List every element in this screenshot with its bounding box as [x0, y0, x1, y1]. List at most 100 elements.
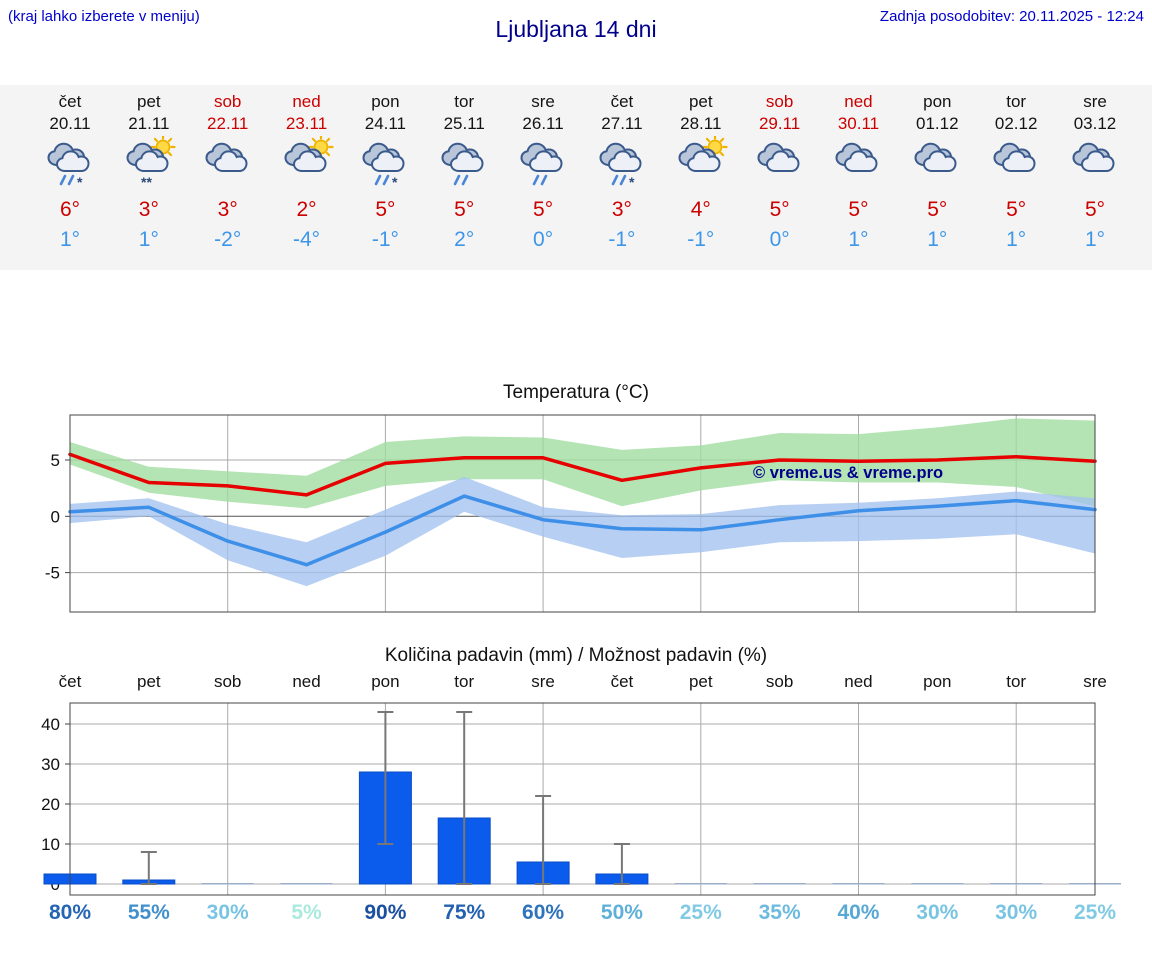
precipitation-chart-title: Količina padavin (mm) / Možnost padavin … [384, 645, 768, 666]
temperature-chart-svg: 5 0 -5 © vreme.us & vreme.pro [45, 414, 1097, 613]
precip-y-tick-label: 30 [41, 755, 60, 774]
day-low-temp: 1° [927, 228, 948, 251]
day-low-temp: -1° [687, 228, 715, 251]
day-low-temp: 1° [848, 228, 869, 251]
day-date: 01.12 [916, 114, 959, 133]
day-date: 28.11 [680, 114, 722, 133]
precip-bar-zero [674, 883, 727, 885]
precip-bar-zero [990, 883, 1043, 885]
svg-text:*: * [629, 174, 635, 188]
forecast-strip: čet 20.11 * 6° 1° pet 21.11 ** 3° 1° sob 22.11 3°… [0, 85, 1152, 270]
forecast-day-column: ned 30.11 5° 1° [818, 85, 898, 270]
precip-whisker [456, 711, 473, 885]
cloudy-icon [907, 136, 967, 188]
day-name: pon [371, 92, 400, 111]
svg-text:*: * [392, 174, 398, 188]
cloud-front [923, 150, 957, 172]
precip-probability-label: 90% [364, 901, 407, 924]
precip-day-label: čet [58, 672, 82, 691]
precip-probability-label: 50% [600, 901, 643, 924]
day-name: sob [213, 92, 242, 111]
cloud-rain-icon [513, 136, 573, 188]
day-high-temp: 4° [690, 198, 711, 221]
cloudy-icon [1065, 136, 1125, 188]
precipitation-day-labels: čet pet sob ned pon tor sre čet pet sob ned pon tor s… [0, 672, 1152, 694]
day-high-temp: 3° [217, 198, 238, 221]
day-date: 03.12 [1073, 114, 1117, 133]
precip-probability-label: 5% [291, 901, 322, 924]
day-name: ned [292, 92, 321, 111]
temp-y-tick-label: -5 [45, 564, 60, 583]
precip-y-tick-label: 20 [41, 795, 60, 814]
precip-probability-label: 55% [127, 901, 170, 924]
day-date: 24.11 [364, 114, 407, 133]
precipitation-chart: 010203040 [0, 695, 1152, 905]
precip-y-tick-label: 40 [41, 715, 60, 734]
day-high-temp: 5° [1006, 198, 1027, 221]
forecast-day-column: ned 23.11 2° -4° [267, 85, 347, 270]
forecast-day-column: sob 29.11 5° 0° [740, 85, 820, 270]
day-high-temp: 5° [1084, 198, 1106, 221]
precip-bar-zero [280, 883, 333, 885]
svg-text:*: * [77, 174, 83, 188]
cloudy-icon [986, 136, 1046, 188]
day-name: sre [1083, 92, 1107, 111]
cloudy-icon [828, 136, 888, 188]
page-title: Ljubljana 14 dni [495, 16, 657, 42]
svg-text:**: ** [141, 174, 152, 188]
day-name: sre [531, 92, 555, 111]
day-low-temp: 0° [533, 228, 554, 251]
cloud-front [686, 150, 721, 172]
day-low-temp: -2° [214, 228, 242, 251]
precip-bar-zero [201, 883, 254, 885]
day-low-temp: 0° [769, 228, 790, 251]
day-date: 26.11 [522, 114, 564, 133]
precip-day-label: pon [371, 672, 400, 691]
precip-day-label: pet [137, 672, 161, 691]
day-low-temp: 1° [59, 228, 81, 251]
precip-day-label: sob [765, 672, 794, 691]
day-low-temp: -1° [371, 228, 399, 251]
precip-whisker [535, 795, 552, 885]
precip-probability-label: 80% [48, 901, 92, 924]
day-date: 02.12 [994, 114, 1038, 133]
precip-bar-zero [753, 883, 806, 885]
precip-probability-label: 60% [522, 901, 565, 924]
day-name: ned [844, 92, 873, 111]
sun-cloud-snow-icon: ** [119, 134, 179, 190]
cloud-rain-snow-icon: * [355, 136, 415, 190]
day-name: pet [137, 92, 161, 111]
forecast-day-column: sre 03.12 5° 1° [1055, 85, 1135, 270]
sun-cloud-icon [277, 134, 337, 188]
day-high-temp: 5° [769, 198, 790, 221]
temp-y-tick-label: 0 [51, 507, 60, 526]
min-temperature-line [68, 494, 1097, 567]
day-high-temp: 5° [454, 198, 475, 221]
precip-day-label: pet [688, 672, 713, 691]
cloud-rain-snow-icon: * [40, 136, 100, 190]
precip-day-label: ned [844, 672, 873, 691]
cloud-front [1080, 150, 1115, 172]
day-high-temp: 6° [59, 198, 81, 221]
watermark-link[interactable]: © vreme.us & vreme.pro [753, 464, 943, 482]
day-name: tor [454, 92, 475, 111]
forecast-day-column: pon 01.12 5° 1° [897, 85, 977, 270]
cloud-front [844, 150, 878, 172]
precip-probability-label: 30% [995, 901, 1038, 924]
forecast-day-column: pon 24.11 * 5° -1° [345, 85, 425, 270]
forecast-day-column: sob 22.11 3° -2° [188, 85, 268, 270]
day-high-temp: 3° [138, 198, 159, 221]
menu-note-link[interactable]: (kraj lahko izberete v meniju) [8, 8, 200, 25]
day-name: čet [58, 92, 82, 111]
day-date: 22.11 [207, 114, 249, 133]
forecast-day-column: čet 20.11 * 6° 1° [30, 85, 110, 270]
cloud-front [1002, 150, 1036, 172]
cloud-rain-snow-icon: * [592, 136, 652, 190]
precip-day-label: sre [1083, 672, 1107, 691]
precip-probability-label: 30% [916, 901, 959, 924]
precip-whisker [613, 843, 630, 885]
day-low-temp: -4° [292, 228, 321, 251]
sun-cloud-icon [671, 134, 731, 188]
cloudy-icon [750, 136, 810, 188]
